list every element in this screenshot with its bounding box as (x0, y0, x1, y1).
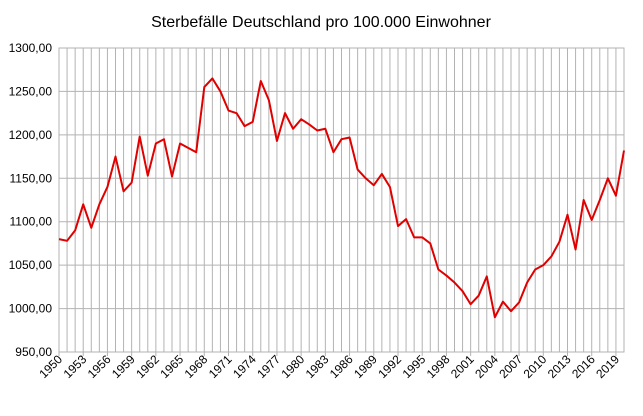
x-tick-label: 1977 (254, 352, 283, 381)
x-tick-label: 2001 (448, 352, 477, 381)
y-tick-label: 1150,00 (10, 171, 53, 185)
x-tick-label: 1956 (85, 352, 114, 381)
x-tick-label: 1974 (230, 352, 259, 381)
x-tick-label: 1968 (182, 352, 211, 381)
x-tick-label: 2013 (545, 352, 574, 381)
y-tick-label: 1200,00 (9, 128, 53, 142)
x-tick-label: 1989 (351, 352, 380, 381)
x-tick-label: 2010 (521, 352, 550, 381)
x-tick-label: 1965 (157, 352, 186, 381)
chart-title: Sterbefälle Deutschland pro 100.000 Einw… (151, 14, 491, 31)
y-tick-label: 950,00 (15, 345, 52, 359)
y-tick-label: 1100,00 (10, 215, 53, 229)
x-tick-label: 2016 (569, 352, 598, 381)
y-tick-label: 1300,00 (9, 41, 53, 55)
x-tick-label: 1992 (375, 352, 404, 381)
x-tick-label: 2007 (496, 352, 525, 381)
x-tick-label: 1983 (303, 352, 332, 381)
y-tick-label: 1050,00 (9, 258, 53, 272)
x-tick-label: 1953 (61, 352, 90, 381)
y-tick-label: 1000,00 (9, 302, 53, 316)
line-series (58, 77, 625, 319)
x-tick-label: 1986 (327, 352, 356, 381)
x-tick-label: 1980 (278, 352, 307, 381)
x-tick-label: 1995 (400, 352, 429, 381)
plot-border (58, 47, 625, 353)
x-tick-label: 2004 (472, 352, 501, 381)
x-tick-label: 2019 (593, 352, 622, 381)
x-tick-label: 1998 (424, 352, 453, 381)
x-tick-label: 1959 (109, 352, 138, 381)
y-tick-label: 1250,00 (9, 84, 53, 98)
x-tick-label: 1971 (206, 352, 235, 381)
x-tick-label: 1962 (133, 352, 162, 381)
